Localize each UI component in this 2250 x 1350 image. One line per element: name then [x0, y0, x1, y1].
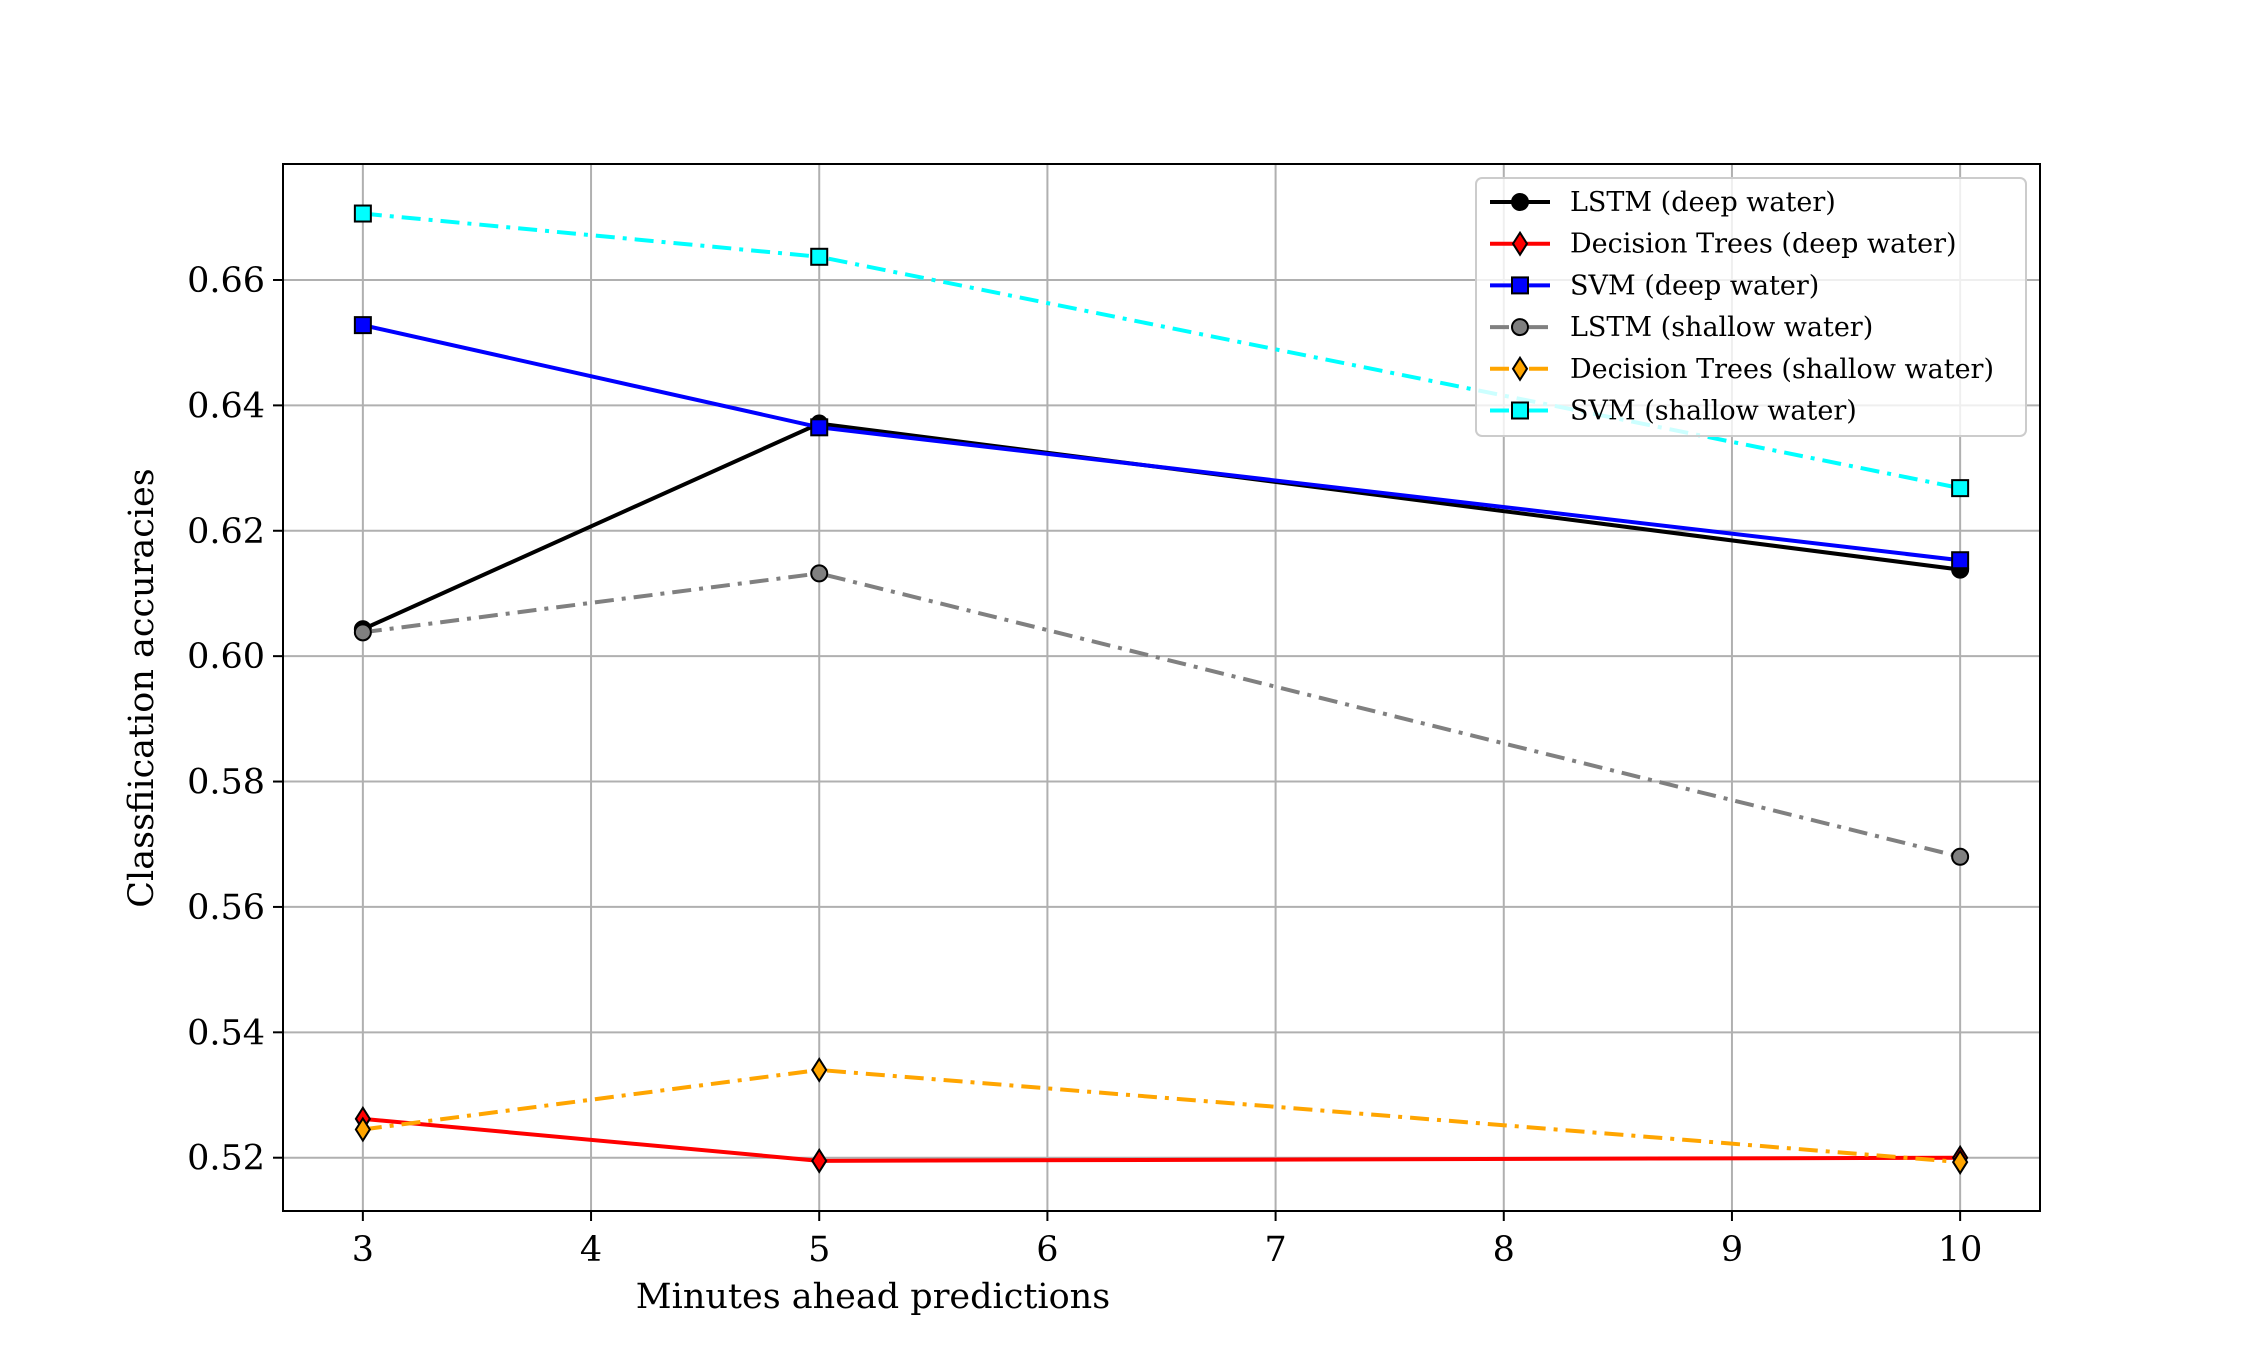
legend: LSTM (deep water) Decision Trees (deep wa…: [1475, 177, 2027, 437]
series-5: [353, 204, 1970, 498]
data-point: [810, 564, 829, 583]
legend-marker: [1511, 318, 1529, 337]
series-layer: [353, 204, 1970, 1175]
series-line: [362, 421, 1961, 632]
y-tick-label: 0.62: [187, 512, 265, 552]
series-1: [354, 1105, 1969, 1174]
x-axis-label: Minutes ahead predictions: [636, 1277, 1110, 1317]
data-point: [811, 1057, 828, 1083]
x-tick-label: 8: [1493, 1230, 1515, 1270]
data-point: [810, 247, 829, 266]
legend-marker: [1511, 401, 1529, 420]
data-point: [354, 1116, 372, 1143]
x-tick-label: 7: [1264, 1230, 1286, 1270]
x-tick-label: 6: [1036, 1230, 1058, 1270]
y-tick-label: 0.66: [187, 261, 265, 301]
data-point: [1951, 551, 1970, 570]
legend-box: [1475, 177, 2027, 437]
y-tick-label: 0.54: [187, 1013, 265, 1053]
legend-item: LSTM (shallow water): [1490, 312, 1873, 343]
series-line: [362, 1067, 1961, 1165]
legend-marker: [1511, 355, 1529, 382]
axis-ticks: 3 4 5 6 7 8 9 10 0.52 0.54 0.56 0.58 0.60 0.62 0.64 0.6…: [187, 261, 1982, 1270]
legend-marker: [1511, 276, 1529, 295]
series-line: [362, 1116, 1961, 1163]
data-point: [810, 418, 829, 437]
legend-marker: [1511, 230, 1529, 257]
legend-marker: [1511, 193, 1529, 211]
legend-item: Decision Trees (shallow water): [1490, 354, 1994, 385]
legend-label: LSTM (deep water): [1570, 187, 1836, 218]
legend-label: Decision Trees (deep water): [1570, 229, 1957, 260]
data-point: [1951, 479, 1970, 498]
x-tick-label: 9: [1721, 1230, 1743, 1270]
data-point: [1951, 1149, 1969, 1175]
y-tick-label: 0.60: [187, 637, 265, 677]
y-tick-label: 0.52: [187, 1139, 265, 1179]
x-tick-label: 10: [1938, 1230, 1983, 1270]
legend-label: LSTM (shallow water): [1570, 312, 1873, 343]
series-2: [353, 316, 1970, 570]
y-tick-label: 0.64: [187, 386, 265, 426]
y-tick-label: 0.58: [187, 763, 265, 803]
data-point: [353, 623, 372, 642]
legend-item: SVM (deep water): [1490, 270, 1819, 301]
legend-item: LSTM (deep water): [1490, 187, 1836, 218]
legend-item: Decision Trees (deep water): [1490, 229, 1957, 260]
data-point: [353, 316, 372, 335]
legend-label: SVM (deep water): [1570, 270, 1819, 301]
data-point: [353, 204, 372, 223]
y-tick-label: 0.56: [187, 888, 265, 928]
legend-label: Decision Trees (shallow water): [1570, 354, 1994, 385]
data-point: [811, 1147, 828, 1174]
y-axis-label: Classfiication accuracies: [122, 468, 162, 907]
x-tick-label: 3: [352, 1230, 374, 1270]
x-tick-label: 5: [808, 1230, 830, 1270]
series-3: [353, 564, 1970, 866]
series-line: [362, 571, 1961, 859]
legend-label: SVM (shallow water): [1570, 396, 1857, 427]
x-tick-label: 4: [580, 1230, 602, 1270]
legend-item: SVM (shallow water): [1490, 396, 1857, 427]
data-point: [1951, 847, 1970, 866]
plot-frame: [282, 163, 2041, 1212]
series-4: [354, 1057, 1969, 1175]
